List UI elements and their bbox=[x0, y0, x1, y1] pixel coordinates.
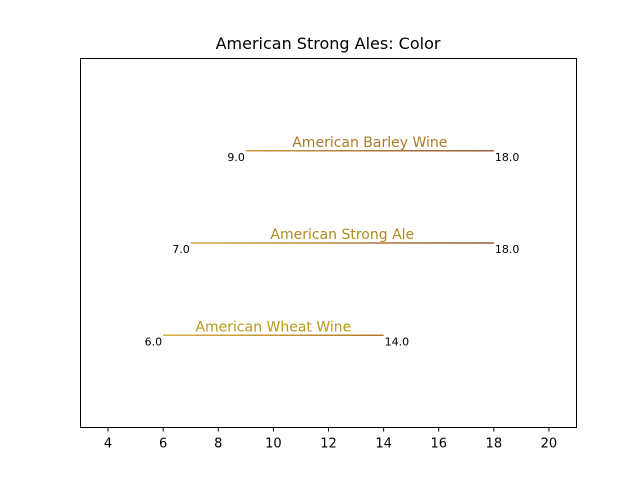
range-name-label: American Strong Ale bbox=[270, 227, 414, 243]
range-end-label: 14.0 bbox=[385, 335, 410, 348]
x-tick-label: 6 bbox=[159, 437, 167, 452]
range-name-label: American Barley Wine bbox=[292, 135, 447, 151]
range-end-label: 18.0 bbox=[495, 151, 520, 164]
range-bar bbox=[190, 242, 494, 244]
x-tick-label: 16 bbox=[430, 437, 447, 452]
range-start-label: 6.0 bbox=[145, 335, 163, 348]
chart-title: American Strong Ales: Color bbox=[216, 34, 441, 53]
x-axis: 4 6 8 10 12 14 16 18 20 bbox=[104, 427, 558, 452]
range-start-label: 9.0 bbox=[227, 151, 245, 164]
x-tick-label: 4 bbox=[104, 437, 112, 452]
x-tick-label: 14 bbox=[375, 437, 392, 452]
range-bar bbox=[163, 334, 384, 336]
range-end-label: 18.0 bbox=[495, 243, 520, 256]
range-start-label: 7.0 bbox=[172, 243, 190, 256]
x-tick-label: 20 bbox=[541, 437, 558, 452]
x-tick-label: 10 bbox=[265, 437, 282, 452]
range-name-label: American Wheat Wine bbox=[195, 319, 351, 335]
x-tick-label: 12 bbox=[320, 437, 337, 452]
range-bars: American Barley Wine 9.0 18.0 American Stro… bbox=[145, 135, 520, 349]
x-tick-label: 18 bbox=[486, 437, 503, 452]
range-bar bbox=[245, 150, 494, 152]
x-tick-label: 8 bbox=[214, 437, 222, 452]
